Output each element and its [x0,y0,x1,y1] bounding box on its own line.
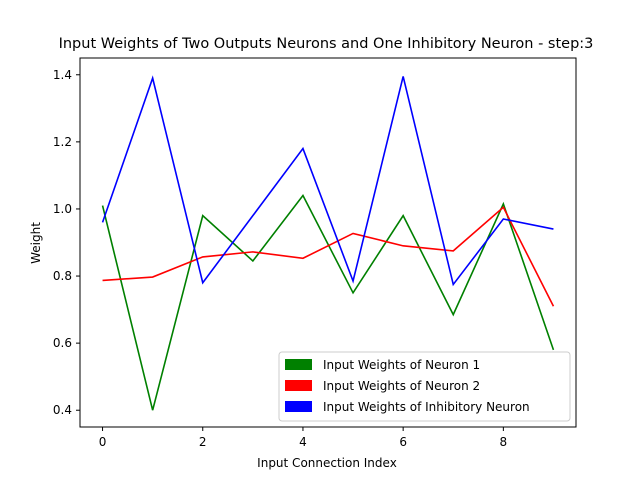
axes-frame [79,57,577,428]
plot-area [101,75,555,411]
legend-swatch-1 [285,359,312,370]
x-tick-label: 6 [399,435,407,449]
legend-label-1: Input Weights of Neuron 1 [323,358,480,372]
series-line-1 [101,194,555,411]
x-tick-label: 2 [199,435,207,449]
axes: 0 2 4 6 8 0.4 0.6 0.8 1.0 1.2 1.4 [53,57,577,449]
x-axis-title: Input Connection Index [257,456,397,470]
y-tick-label: 1.2 [53,135,72,149]
y-tick-label: 0.6 [53,336,72,350]
legend-label-2: Input Weights of Neuron 2 [323,379,480,393]
y-tick-label: 0.8 [53,269,72,283]
legend-box [278,351,571,422]
legend-label-3: Input Weights of Inhibitory Neuron [323,400,530,414]
series-line-3 [101,75,554,287]
chart-title: Input Weights of Two Outputs Neurons and… [59,36,594,52]
legend-swatch-2 [285,380,312,391]
y-tick-label: 0.4 [53,403,72,417]
y-tick-label: 1.0 [53,202,72,216]
y-tick-label: 1.4 [53,68,72,82]
x-tick-label: 8 [500,435,508,449]
x-tick-label: 4 [299,435,307,449]
series-line-2 [102,206,555,307]
legend-swatch-3 [285,401,312,412]
legend: Input Weights of Neuron 1 Input Weights o… [278,351,571,422]
x-tick-label: 0 [99,435,107,449]
y-axis-title: Weight [29,222,43,264]
